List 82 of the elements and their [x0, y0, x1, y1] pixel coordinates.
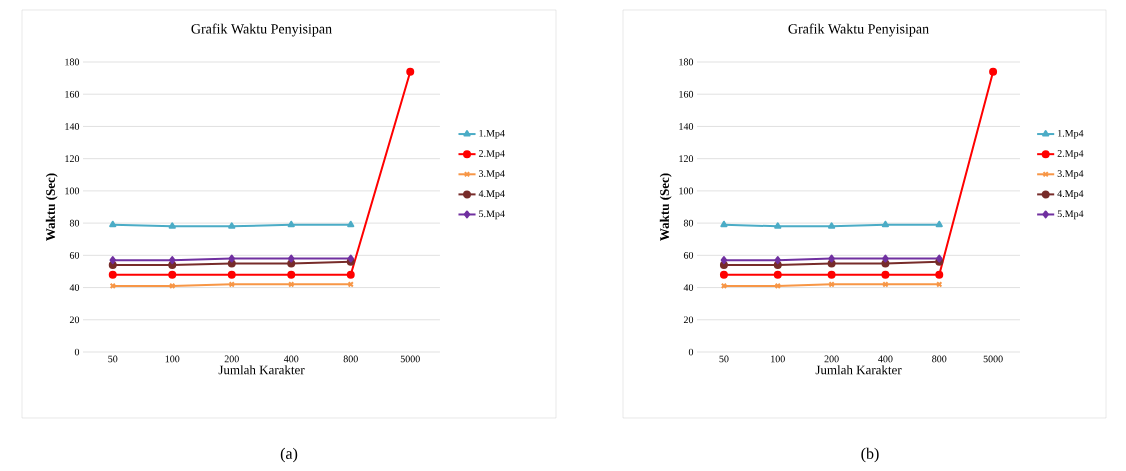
y-tick-label: 60 — [69, 251, 80, 259]
y-tick-label: 40 — [683, 284, 694, 291]
y-axis-title: Waktu (Sec) — [45, 173, 58, 241]
legend-label: 3.Mp4 — [479, 170, 505, 179]
y-tick-label: 180 — [65, 58, 80, 66]
point — [720, 256, 728, 265]
point — [287, 220, 295, 228]
x-tick-label: 50 — [719, 355, 729, 363]
point — [287, 270, 296, 279]
point — [828, 222, 836, 229]
point — [288, 254, 295, 263]
y-tick-label: 60 — [683, 251, 694, 259]
point — [720, 220, 728, 228]
legend-label: 4.Mp4 — [1057, 190, 1084, 200]
y-tick-label: 0 — [74, 348, 80, 356]
chart-title: Grafik Waktu Penyisipan — [788, 23, 929, 37]
point — [228, 254, 235, 263]
x-tick-label: 200 — [824, 355, 839, 363]
point — [227, 270, 236, 279]
point — [881, 220, 890, 228]
x-tick-label: 50 — [108, 355, 118, 363]
point — [773, 270, 782, 279]
x-tick-label: 400 — [878, 355, 893, 363]
legend-label: 1.Mp4 — [479, 130, 505, 139]
text: (a) — [280, 447, 298, 463]
legend-label: 2.Mp4 — [1057, 150, 1084, 159]
point — [347, 220, 355, 228]
y-tick-label: 160 — [65, 90, 80, 98]
point — [109, 256, 116, 265]
legend-label: 4.Mp4 — [478, 190, 505, 200]
point — [228, 222, 236, 229]
point — [169, 282, 176, 290]
y-axis-title: Waktu (Sec) — [659, 173, 672, 241]
point — [168, 270, 177, 279]
x-tick-label: 200 — [224, 355, 239, 363]
x-tick-label: 100 — [771, 355, 785, 363]
y-tick-label: 120 — [65, 155, 80, 163]
y-tick-label: 120 — [679, 155, 694, 163]
y-tick-label: 20 — [683, 316, 694, 324]
y-tick-label: 180 — [679, 58, 694, 66]
y-tick-label: 20 — [69, 316, 80, 324]
x-tick-label: 800 — [932, 355, 947, 363]
y-tick-label: 100 — [679, 187, 694, 195]
legend-label: 5.Mp4 — [479, 210, 505, 220]
text: (b) — [861, 447, 879, 463]
point — [719, 270, 728, 279]
point — [406, 67, 415, 76]
point — [774, 282, 781, 290]
point — [935, 270, 944, 279]
x-tick-label: 100 — [165, 355, 180, 363]
point — [169, 256, 176, 265]
x-axis-title: Jumlah Karakter — [815, 365, 902, 375]
y-tick-label: 140 — [65, 123, 80, 130]
point — [827, 270, 836, 279]
y-tick-label: 0 — [688, 348, 694, 356]
legend-label: 3.Mp4 — [1057, 170, 1084, 179]
point — [828, 254, 835, 263]
x-tick-label: 800 — [343, 355, 358, 363]
point — [774, 222, 782, 229]
y-tick-label: 100 — [65, 187, 80, 195]
legend-label: 2.Mp4 — [478, 150, 505, 159]
legend-label: 5.Mp4 — [1057, 210, 1084, 220]
y-tick-label: 80 — [683, 219, 694, 227]
point — [108, 270, 117, 279]
y-tick-label: 160 — [679, 90, 694, 98]
x-axis-title: Jumlah Karakter — [218, 365, 305, 375]
x-tick-label: 400 — [283, 355, 299, 363]
chart-title: Grafik Waktu Penyisipan — [191, 23, 332, 37]
point — [346, 270, 355, 279]
point — [935, 220, 943, 228]
y-tick-label: 140 — [679, 123, 694, 130]
point — [881, 270, 890, 279]
point — [109, 220, 117, 228]
legend-label: 1.Mp4 — [1058, 130, 1084, 139]
x-tick-label: 5000 — [400, 355, 420, 363]
point — [774, 256, 782, 265]
y-tick-label: 80 — [69, 219, 80, 227]
point — [168, 222, 176, 229]
point — [989, 67, 998, 76]
y-tick-label: 40 — [69, 284, 80, 291]
point — [882, 254, 889, 263]
x-tick-label: 5000 — [983, 355, 1003, 363]
